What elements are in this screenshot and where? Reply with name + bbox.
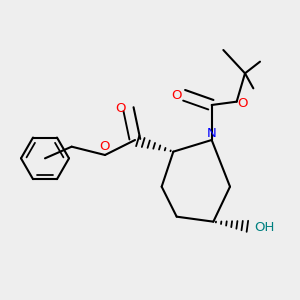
Text: O: O [115, 102, 125, 115]
Text: OH: OH [254, 221, 274, 234]
Text: O: O [100, 140, 110, 153]
Text: O: O [171, 88, 181, 101]
Text: N: N [207, 127, 217, 140]
Text: O: O [237, 97, 248, 110]
